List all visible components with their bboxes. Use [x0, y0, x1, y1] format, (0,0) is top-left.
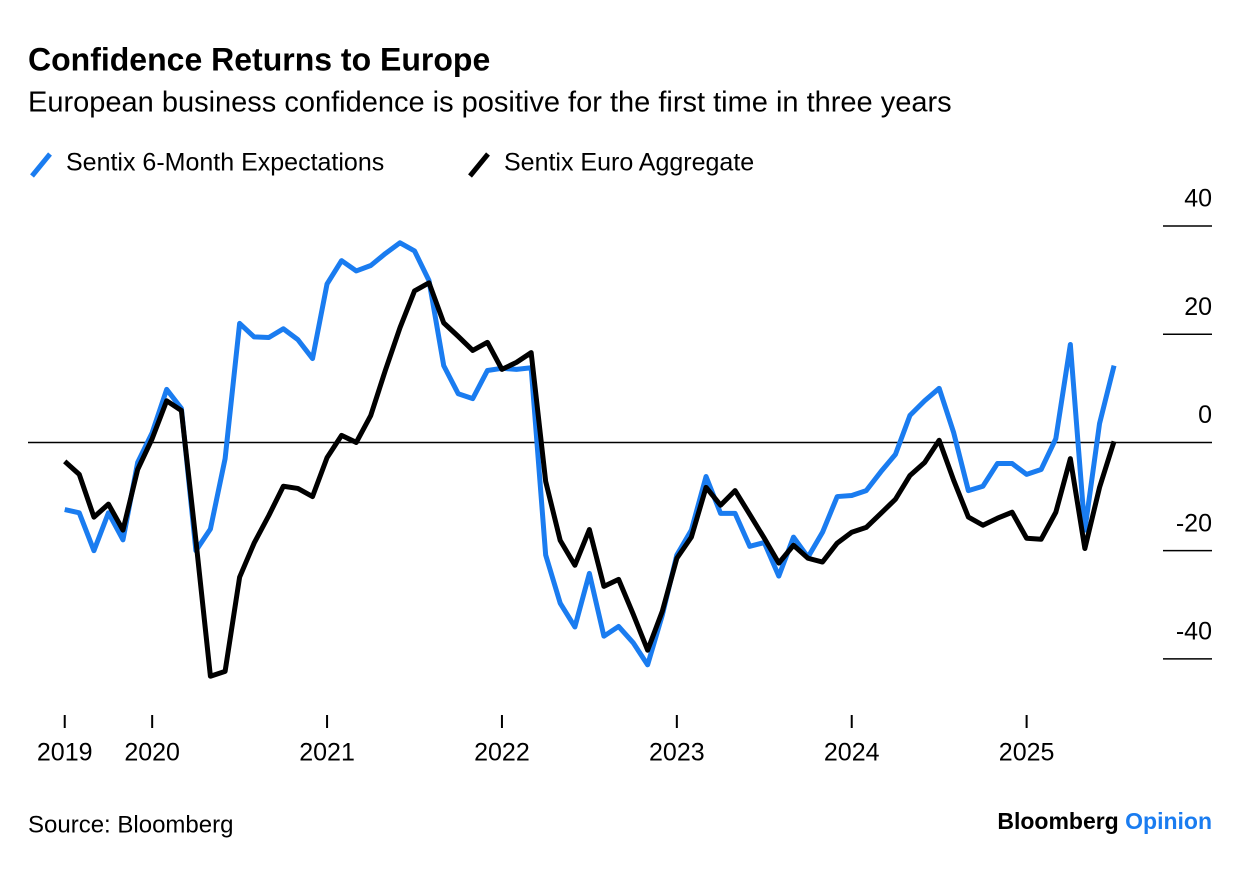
chart-subtitle: European business confidence is positive…	[28, 87, 952, 119]
legend-swatch	[30, 152, 52, 178]
x-tick-label: 2021	[299, 739, 355, 767]
source: Source: Bloomberg	[28, 811, 233, 838]
y-tick-label: 0	[1198, 401, 1212, 429]
x-tick-label: 2022	[474, 739, 530, 767]
chart-title: Confidence Returns to Europe	[28, 41, 490, 77]
x-tick-label: 2020	[124, 739, 180, 767]
x-tick-label: 2019	[37, 739, 93, 767]
x-tick-label: 2025	[999, 739, 1055, 767]
y-tick-label: -20	[1176, 509, 1212, 537]
brand-section: Opinion	[1125, 808, 1212, 834]
y-tick-label: 40	[1184, 185, 1212, 213]
series-line	[64, 240, 1117, 668]
x-tick-label: 2023	[649, 739, 705, 767]
legend-swatch	[468, 152, 490, 178]
y-tick-label: 20	[1184, 293, 1212, 321]
y-tick-label: -40	[1176, 617, 1212, 645]
legend-label: Sentix 6-Month Expectations	[66, 149, 384, 177]
brand-name: Bloomberg	[997, 808, 1118, 834]
x-tick-label: 2024	[824, 739, 880, 767]
series-line	[63, 280, 1117, 679]
brand: Bloomberg Opinion	[997, 808, 1212, 834]
legend-label: Sentix Euro Aggregate	[504, 149, 754, 177]
